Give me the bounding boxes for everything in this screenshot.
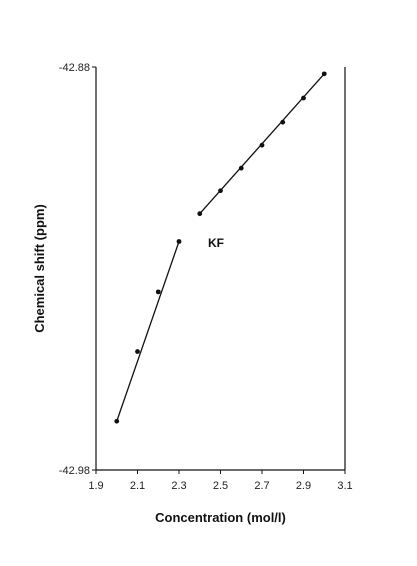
series-1-point-1: [218, 188, 223, 194]
x-tick-label-2: 2.3: [171, 480, 186, 492]
series-0-point-1: [135, 349, 140, 354]
series-1-point-5: [301, 95, 306, 101]
series-0-fit-line: [116, 241, 180, 422]
series-1-point-4: [280, 119, 286, 125]
series-1-point-0: [197, 211, 203, 217]
x-tick-label-1: 2.1: [130, 480, 145, 492]
series-layer: [114, 71, 327, 424]
x-tick-label-5: 2.9: [296, 480, 311, 492]
y-tick-label-1: -42.98: [59, 465, 90, 477]
x-axis-title: Concentration (mol/l): [155, 510, 286, 525]
x-tick-label-4: 2.7: [254, 480, 269, 492]
series-0-point-2: [155, 289, 161, 295]
annotation-kf: KF: [208, 236, 224, 250]
x-tick-label-6: 3.1: [337, 480, 352, 492]
axes: [95, 67, 346, 471]
series-1-point-6: [321, 71, 327, 77]
ticks: 1.9 2.1 2.3 2.5 2.7 2.9 3.1 -42.88 -42.98: [59, 62, 353, 492]
y-tick-label-0: -42.88: [59, 62, 90, 74]
series-1-point-2: [238, 165, 244, 171]
series-0-point-0: [114, 418, 120, 424]
series-1-point-3: [259, 142, 265, 148]
x-tick-label-0: 1.9: [88, 480, 103, 492]
series-0-point-3: [176, 239, 182, 244]
x-tick-label-3: 2.5: [213, 480, 228, 492]
y-axis-title: Chemical shift (ppm): [32, 204, 47, 333]
